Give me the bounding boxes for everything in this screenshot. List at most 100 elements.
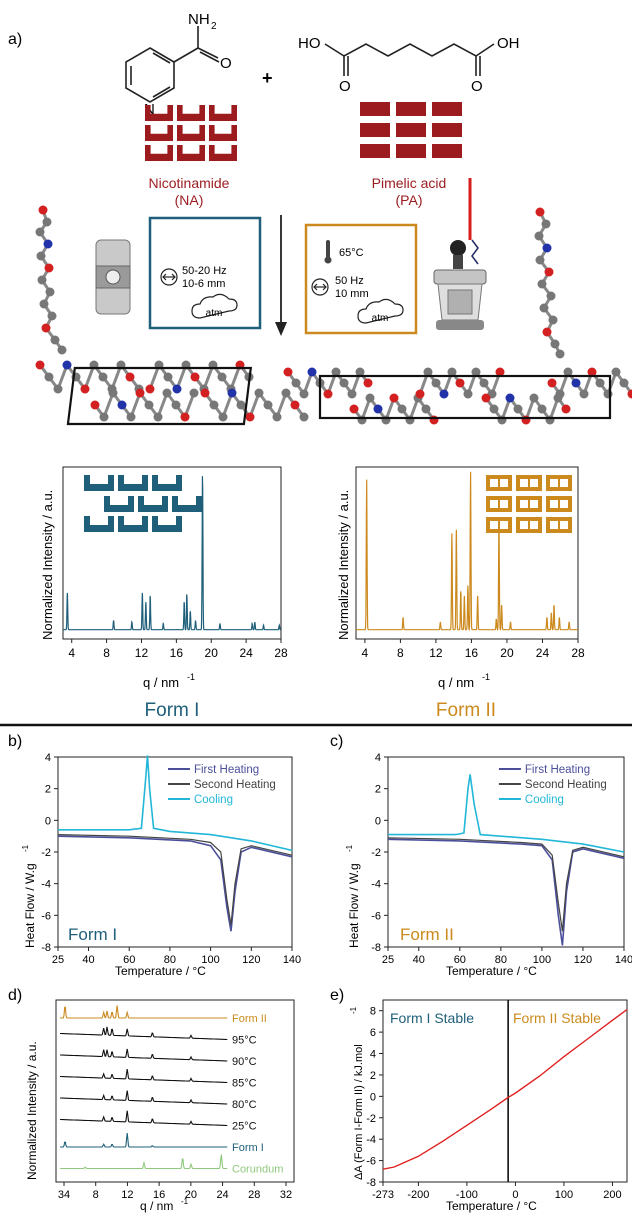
atom xyxy=(489,404,499,414)
brick xyxy=(118,516,148,532)
atom xyxy=(423,367,433,377)
amplitude-icon-right xyxy=(311,278,329,296)
right-atm: atm xyxy=(372,313,389,324)
y-tick-label: -6 xyxy=(371,910,381,922)
thermometer-icon xyxy=(324,240,332,264)
atom xyxy=(563,367,573,377)
atom xyxy=(521,415,531,425)
atom xyxy=(415,389,425,399)
pa-ho-label: HO xyxy=(298,35,321,52)
x-tick-label: -100 xyxy=(456,1189,478,1201)
x-tick-label: 32 xyxy=(280,1189,292,1201)
brick xyxy=(360,144,390,158)
y-tick-label: 0 xyxy=(370,1091,376,1103)
atom xyxy=(455,378,465,388)
atom xyxy=(126,412,136,422)
atom xyxy=(307,367,317,377)
dscb-ylabel-sup: -1 xyxy=(21,844,30,852)
brick xyxy=(177,105,205,121)
right-amplitude: 10 mm xyxy=(335,288,369,300)
free-energy-plot: -273 -200 -100 0 100 200 8 6 4 2 0 -2 -4 -6 -8 xyxy=(366,999,628,1201)
atom xyxy=(381,415,391,425)
panel-a-label: a) xyxy=(8,31,22,48)
brick xyxy=(145,125,173,141)
atom xyxy=(561,404,571,414)
x-tick-label: 0 xyxy=(512,1189,518,1201)
brick xyxy=(104,496,134,512)
condition-box-right xyxy=(304,223,418,335)
y-tick-label: -2 xyxy=(41,847,51,859)
dsc-c-first-heating xyxy=(387,838,625,946)
x-tick-label: 8 xyxy=(103,646,110,660)
atom xyxy=(117,400,127,410)
atom xyxy=(611,367,621,377)
atom xyxy=(603,389,613,399)
atom xyxy=(217,372,227,382)
x-tick-label: 200 xyxy=(603,1189,621,1201)
brick xyxy=(360,102,390,116)
panel-d-label: d) xyxy=(8,987,22,1004)
atom xyxy=(439,389,449,399)
atom xyxy=(421,404,431,414)
brick xyxy=(360,123,390,137)
atom xyxy=(627,389,632,399)
xrd-plot-form1: 4 8 12 16 20 24 28 xyxy=(62,466,288,660)
xrd2-xlabel: q / nm xyxy=(438,675,474,690)
atom xyxy=(542,243,552,253)
form1-unit-cell xyxy=(66,366,253,426)
atom xyxy=(429,415,439,425)
x-tick-label: 4 xyxy=(68,646,75,660)
form2-title: Form II xyxy=(436,700,496,721)
dscb-xlabel: Temperature / °C xyxy=(115,964,206,978)
dscc-ylabel: Heat Flow / W.g xyxy=(347,863,361,948)
x-tick-label: 140 xyxy=(283,954,301,966)
pa-o2-label: O xyxy=(471,78,483,95)
brick xyxy=(516,496,542,512)
atom xyxy=(534,231,544,241)
vt-pattern-label: Corundum xyxy=(232,1164,283,1176)
dscc-xlabel: Temperature / °C xyxy=(446,964,537,978)
atom xyxy=(548,315,558,325)
brick xyxy=(486,496,512,512)
atom xyxy=(162,388,172,398)
atom xyxy=(397,404,407,414)
atom xyxy=(555,389,565,399)
atom xyxy=(535,255,545,265)
bond xyxy=(203,389,306,421)
atom xyxy=(595,378,605,388)
atom xyxy=(363,378,373,388)
dscc-ylabel-sup: -1 xyxy=(345,844,354,852)
atom xyxy=(405,415,415,425)
brick xyxy=(84,475,114,491)
x-tick-label: 25 xyxy=(382,954,394,966)
form1-stable-label: Form I Stable xyxy=(390,1010,474,1026)
x-tick-label: 12 xyxy=(429,646,443,660)
atom xyxy=(245,412,255,422)
atom xyxy=(497,415,507,425)
dsc-c-legend: First Heating Second Heating Cooling xyxy=(498,764,607,806)
atom xyxy=(547,378,557,388)
atom xyxy=(431,378,441,388)
vt-pattern-line xyxy=(60,1048,228,1062)
atom xyxy=(44,263,54,273)
atom xyxy=(37,275,47,285)
dsc-c-second-heating xyxy=(387,837,625,932)
x-tick-label: 40 xyxy=(413,954,425,966)
atom xyxy=(539,303,549,313)
x-tick-label: 120 xyxy=(574,954,592,966)
brick xyxy=(546,496,572,512)
atom xyxy=(263,400,273,410)
brick xyxy=(516,475,542,491)
atom xyxy=(529,393,539,403)
e-ylabel: ΔA (Form I-Form II) / kJ.mol xyxy=(353,1044,365,1180)
form1-title: Form I xyxy=(145,700,200,721)
atom xyxy=(471,367,481,377)
y-tick-label: -2 xyxy=(366,1113,376,1125)
vt-pattern-label: 90°C xyxy=(232,1056,257,1068)
atom xyxy=(331,367,341,377)
brick xyxy=(145,105,173,121)
xrd-line-form2 xyxy=(356,471,578,632)
na-amine-label: NH xyxy=(188,11,210,28)
atom xyxy=(281,388,291,398)
